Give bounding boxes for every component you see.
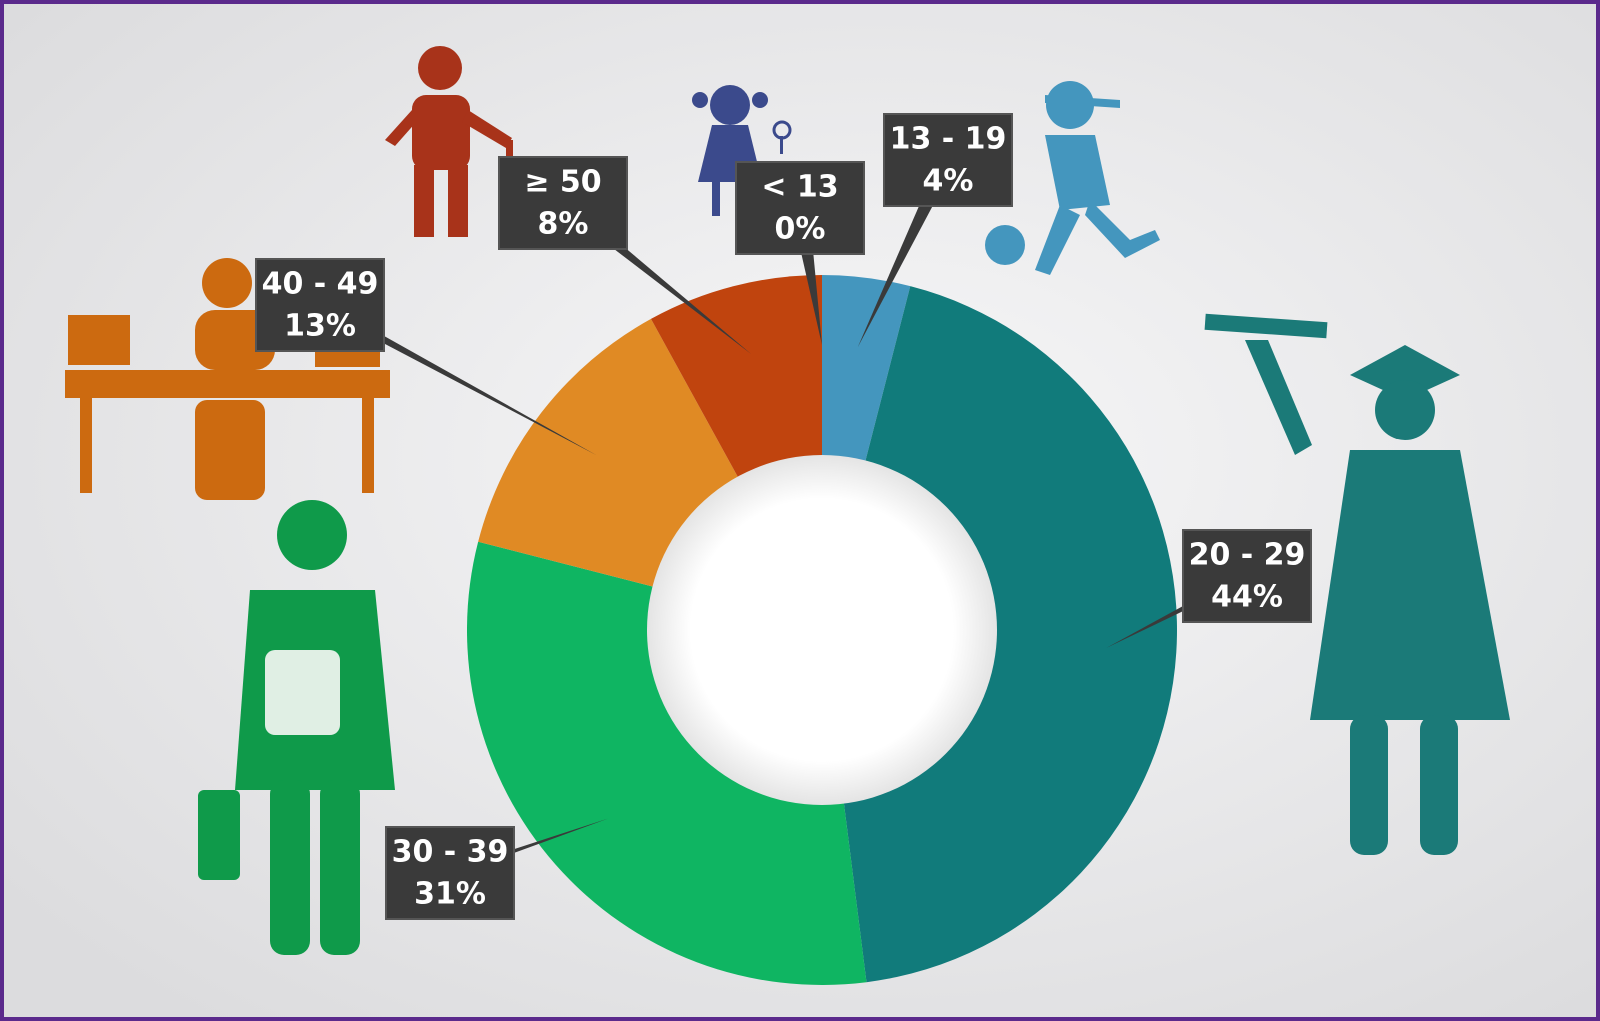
icon-desk-worker (65, 258, 390, 500)
slice-category: 13 - 19 (890, 122, 1007, 157)
callout-box (1182, 529, 1312, 623)
callout-pointer (554, 203, 752, 354)
slice-value-label: 44% (1211, 580, 1283, 615)
slice-category: ≥ 50 (524, 165, 601, 200)
icon-teen (985, 81, 1160, 275)
callout-pointer (441, 818, 609, 873)
slice-category: 30 - 39 (392, 835, 509, 870)
slice-value-label: 31% (414, 877, 486, 912)
callout-box (255, 258, 385, 352)
donut-slice (822, 286, 1177, 983)
donut-hole (647, 455, 997, 805)
slice-category: 40 - 49 (262, 267, 379, 302)
icon-girl (692, 85, 792, 216)
slice-value-label: 13% (284, 309, 356, 344)
icon-graduate (1204, 313, 1510, 855)
icon-elder (385, 46, 513, 237)
slice-value-label: 0% (775, 212, 826, 247)
callout-box (385, 826, 515, 920)
callout-box (735, 161, 865, 255)
callout-box (498, 156, 628, 250)
slice-value-label: 8% (538, 207, 589, 242)
icon-businessman (198, 500, 395, 955)
slice-category: < 13 (761, 170, 838, 205)
slice-value-label: 4% (923, 164, 974, 199)
callout-box (883, 113, 1013, 207)
slice-category: 20 - 29 (1189, 538, 1306, 573)
